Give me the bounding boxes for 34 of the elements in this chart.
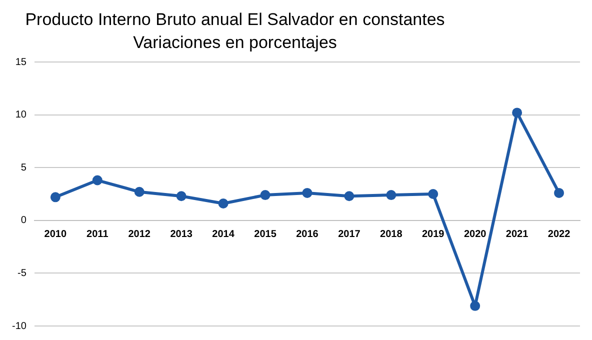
point [176, 191, 186, 202]
point [554, 188, 564, 198]
y-tick-label: -10 [12, 320, 27, 332]
x-tick-label: 2020 [464, 229, 487, 240]
x-tick-label: 2018 [380, 229, 403, 240]
x-tick-label: 2015 [254, 229, 277, 240]
point [512, 108, 522, 118]
point [92, 175, 102, 186]
x-tick-label: 2016 [296, 229, 319, 240]
x-tick-label: 2022 [548, 229, 571, 240]
point [260, 190, 270, 200]
y-tick-label: 10 [15, 110, 27, 121]
point [218, 198, 228, 209]
point [386, 190, 396, 200]
x-tick-label: 2021 [506, 229, 529, 240]
y-tick-label: 5 [20, 162, 27, 174]
point [428, 189, 438, 199]
chart-subtitle: Variaciones en porcentajes [132, 32, 338, 54]
x-tick-label: 2012 [128, 229, 151, 240]
x-tick-label: 2010 [44, 229, 67, 240]
chart-title: Producto Interno Bruto anual El Salvador en constantes [24, 9, 446, 31]
y-tick-label: -5 [18, 268, 27, 279]
point [50, 192, 60, 202]
x-tick-label: 2017 [338, 229, 361, 240]
point [302, 188, 312, 198]
point [344, 191, 354, 202]
point [470, 300, 480, 311]
y-tick-label: 15 [15, 56, 27, 68]
y-tick-label: 0 [20, 215, 27, 226]
point [134, 186, 144, 197]
x-tick-label: 2019 [422, 229, 445, 240]
x-tick-label: 2013 [170, 229, 193, 240]
x-tick-label: 2014 [212, 229, 235, 240]
x-tick-label: 2011 [86, 229, 109, 240]
